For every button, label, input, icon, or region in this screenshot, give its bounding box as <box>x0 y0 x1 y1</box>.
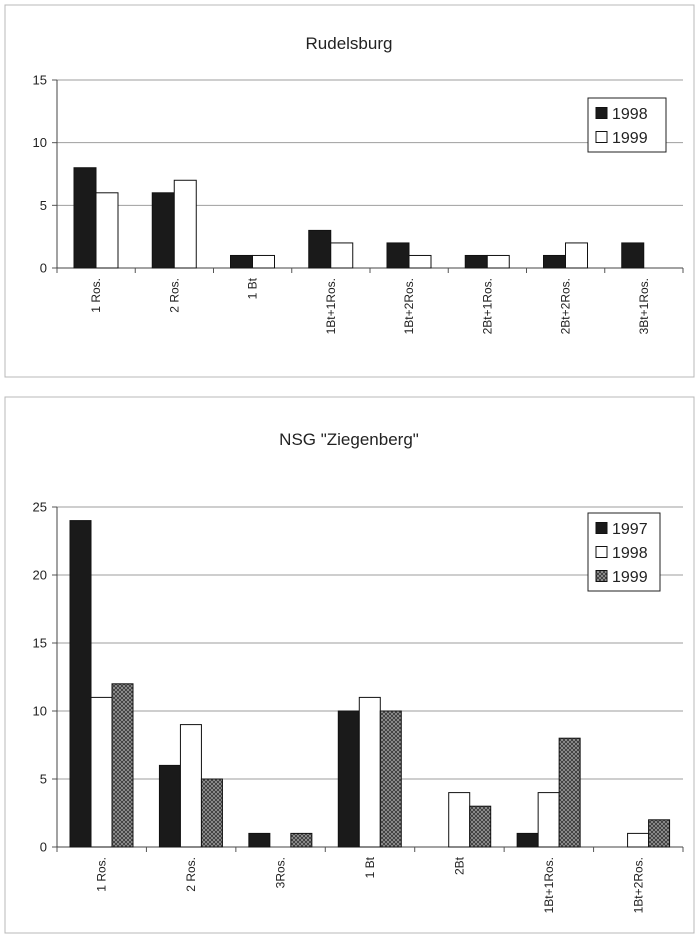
bar-1998-1bt-1ros <box>308 229 332 269</box>
legend-label-1998: 1998 <box>612 106 648 123</box>
bar-1999-2bt-1ros <box>486 254 510 269</box>
legend-label-1999: 1999 <box>612 130 648 147</box>
bar-1997-3ros <box>248 832 271 848</box>
bar-1998-1bt-2ros <box>627 832 650 848</box>
bar-1999-2bt-2ros <box>565 242 588 269</box>
bar-1999-1-bt <box>379 710 402 848</box>
bar-1998-1-ros <box>73 167 97 269</box>
y-tick-label: 0 <box>40 840 47 855</box>
x-tick-label: 1Bt+2Ros. <box>402 278 416 334</box>
bar-1998-1-ros <box>90 696 113 848</box>
x-tick-label: 1 Ros. <box>89 278 103 313</box>
chart-frame <box>4 4 695 378</box>
bar-1998-1bt-2ros <box>386 242 410 269</box>
y-tick-label: 0 <box>40 261 47 276</box>
bar-1999-1bt-1ros <box>330 242 354 269</box>
bar-1998-1-bt <box>358 696 381 848</box>
bar-1997-1-ros <box>69 520 92 848</box>
y-tick-label: 15 <box>33 636 47 651</box>
legend-swatch-1998 <box>595 107 608 119</box>
y-tick-label: 25 <box>33 500 47 515</box>
bar-1998-2-ros <box>151 192 175 269</box>
bar-1998-2bt-2ros <box>543 254 566 269</box>
bar-1998-2bt-1ros <box>464 254 488 269</box>
x-tick-label: 1 Ros. <box>95 857 109 892</box>
bar-1999-2-ros <box>200 778 223 848</box>
y-tick-label: 15 <box>33 73 47 88</box>
bar-1999-1-bt <box>252 254 275 269</box>
legend-label-1997: 1997 <box>612 521 648 538</box>
chart-frame <box>4 396 695 934</box>
bar-1999-1bt-2ros <box>648 819 671 848</box>
legend-swatch-1997 <box>595 522 608 534</box>
x-tick-label: 2Bt <box>452 856 466 875</box>
legend-swatch-1999 <box>595 570 608 582</box>
bar-1998-1bt-1ros <box>537 792 560 848</box>
x-tick-label: 2 Ros. <box>167 278 181 313</box>
bar-1999-2-ros <box>173 179 197 269</box>
y-tick-label: 10 <box>33 135 47 150</box>
chart-rudelsburg: Rudelsburg 0 5 10 15 1 Ros. 2 Ros. 1 Bt 1Bt+1Ros… <box>4 4 695 378</box>
x-tick-label: 2Bt+2Ros. <box>559 278 573 334</box>
legend-label-1999: 1999 <box>612 569 648 586</box>
y-tick-label: 5 <box>40 772 47 787</box>
x-tick-label: 2 Ros. <box>184 857 198 892</box>
chart-ziegenberg: NSG "Ziegenberg" 0 5 10 15 20 25 1 Ros. 2 Ros. 3R… <box>4 396 695 934</box>
x-tick-label: 1Bt+1Ros. <box>324 278 338 334</box>
bar-1998-3bt-1ros <box>621 242 645 269</box>
chart-title: NSG "Ziegenberg" <box>279 430 419 449</box>
bar-1997-1bt-1ros <box>516 832 539 848</box>
x-tick-label: 1Bt+1Ros. <box>542 857 556 913</box>
bar-1999-1-ros <box>95 192 119 269</box>
bar-1998-2bt <box>448 792 471 848</box>
x-tick-label: 3Bt+1Ros. <box>637 278 651 334</box>
y-tick-label: 20 <box>33 568 47 583</box>
x-tick-label: 2Bt+1Ros. <box>480 278 494 334</box>
bar-1999-1bt-2ros <box>408 254 432 269</box>
bar-1999-3ros <box>290 832 313 848</box>
x-tick-label: 1Bt+2Ros. <box>631 857 645 913</box>
legend-label-1998: 1998 <box>612 545 648 562</box>
bar-1997-2-ros <box>158 764 181 848</box>
chart-title: Rudelsburg <box>306 34 393 53</box>
bar-1999-2bt <box>469 805 492 848</box>
bar-1997-1-bt <box>337 710 360 848</box>
legend-swatch-1999 <box>595 131 608 143</box>
legend-swatch-1998 <box>595 546 608 558</box>
y-tick-label: 5 <box>40 198 47 213</box>
bar-1998-1-bt <box>230 254 253 269</box>
x-tick-label: 3Ros. <box>274 857 288 888</box>
x-tick-label: 1 Bt <box>246 277 260 299</box>
y-tick-label: 10 <box>33 704 47 719</box>
x-tick-label: 1 Bt <box>363 856 377 878</box>
bar-1998-2-ros <box>179 724 202 848</box>
bar-1999-1bt-1ros <box>558 737 581 848</box>
bar-1999-1-ros <box>111 683 134 848</box>
